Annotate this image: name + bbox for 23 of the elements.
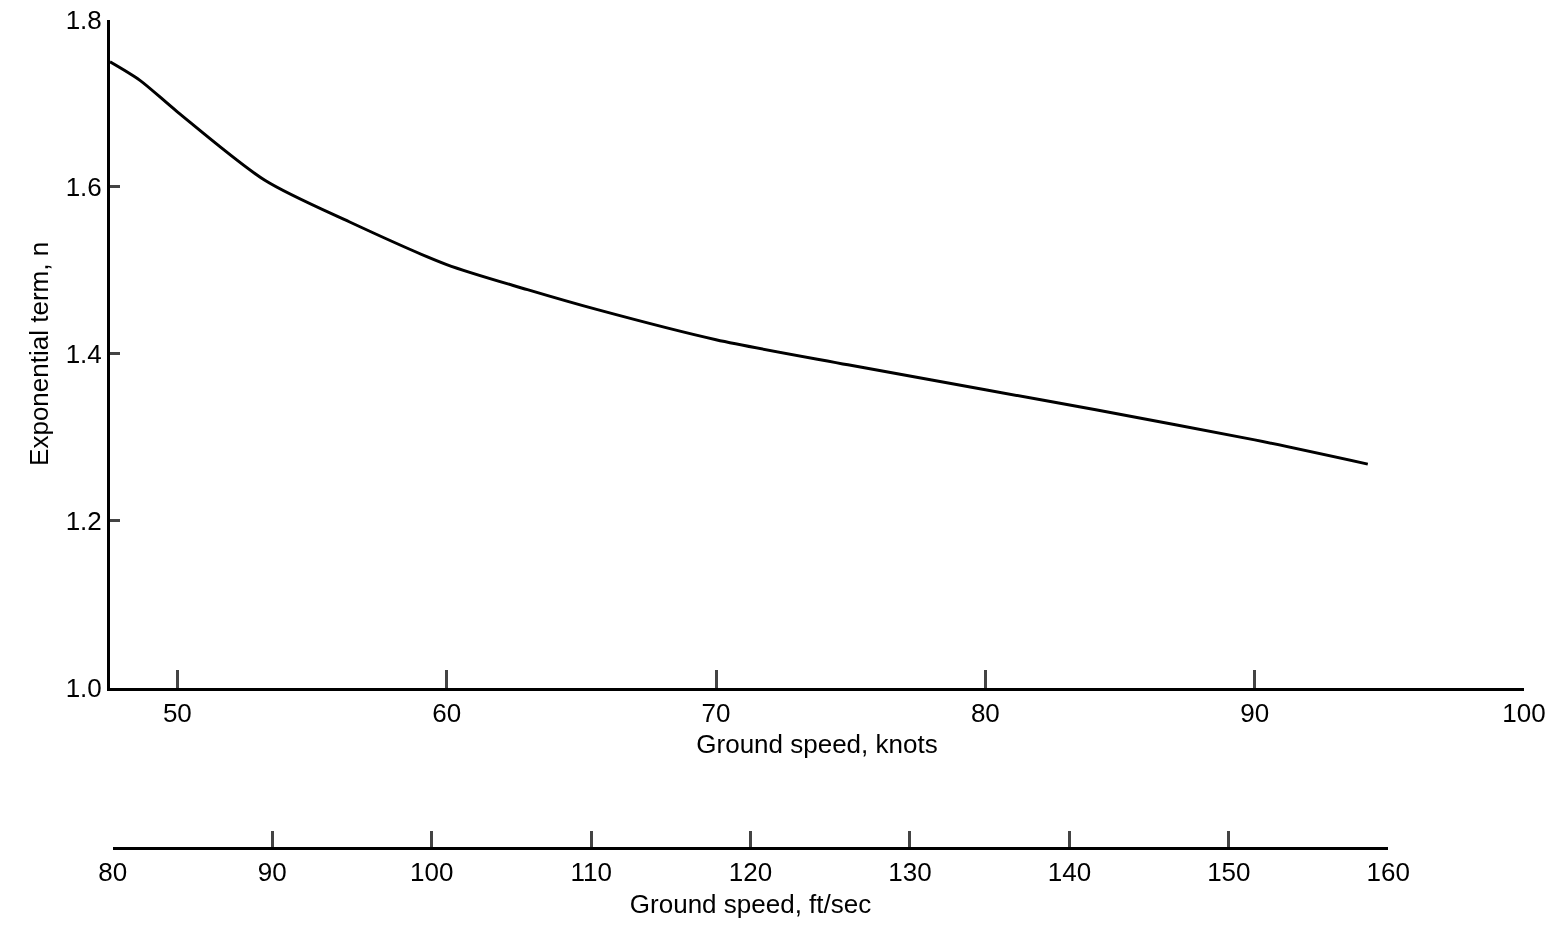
x-tick-label: 60: [432, 698, 462, 729]
y-tick-label: 1.6: [65, 172, 102, 203]
y-tick-label: 1.0: [65, 672, 102, 703]
y-axis-title: Exponential term, n: [24, 241, 55, 466]
y-tick-label: 1.4: [65, 339, 102, 370]
x2-tick-label: 90: [257, 857, 287, 888]
x2-axis-title: Ground speed, ft/sec: [629, 888, 872, 919]
x2-tick-label: 130: [888, 857, 932, 888]
x-tick-label: 100: [1502, 698, 1546, 729]
x-tick-label: 50: [162, 698, 192, 729]
y-tick-label: 1.2: [65, 505, 102, 536]
x2-tick-label: 150: [1207, 857, 1251, 888]
x-tick-label: 90: [1240, 698, 1270, 729]
x2-tick-label: 80: [98, 857, 128, 888]
x2-tick-label: 110: [570, 857, 612, 888]
x-axis-title: Ground speed, knots: [696, 728, 938, 759]
x2-tick-label: 100: [409, 857, 454, 888]
x2-tick-label: 140: [1047, 857, 1092, 888]
x2-tick-label: 120: [728, 857, 773, 888]
y-tick-label: 1.8: [65, 5, 102, 36]
x2-tick-label: 160: [1366, 857, 1410, 888]
x-tick-label: 70: [701, 698, 731, 729]
x-tick-label: 80: [970, 698, 1000, 729]
